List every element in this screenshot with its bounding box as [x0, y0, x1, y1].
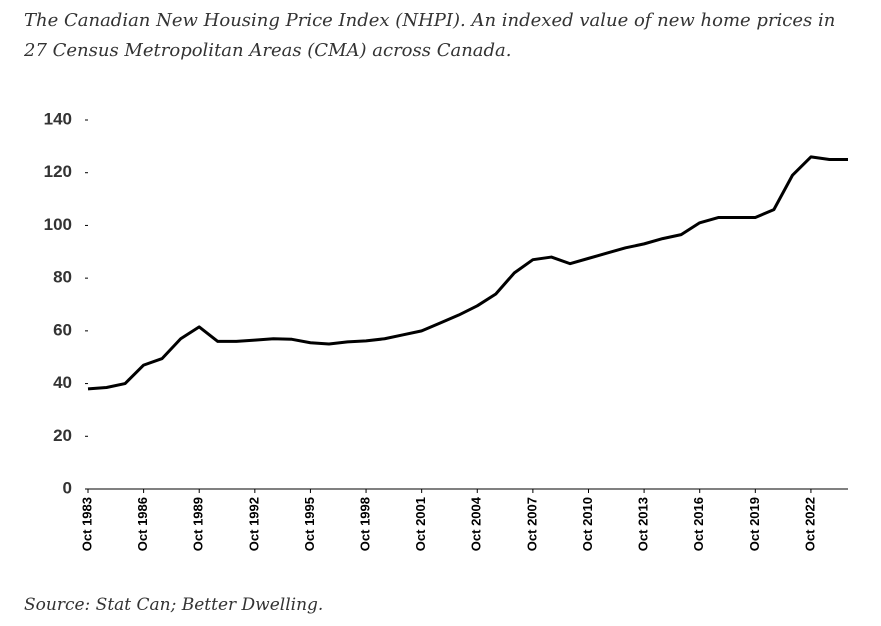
- x-tick-label: Oct 1989: [191, 497, 206, 551]
- x-tick-label: Oct 2001: [413, 497, 428, 551]
- y-tick-label: 40: [53, 373, 72, 392]
- chart-title: The Canadian New Housing Price Index (NH…: [23, 10, 835, 61]
- chart-title-line: 27 Census Metropolitan Areas (CMA) acros…: [23, 40, 512, 61]
- x-tick-label: Oct 2010: [580, 497, 595, 551]
- x-tick-label: Oct 2022: [802, 497, 817, 551]
- x-tick-label: Oct 2019: [747, 497, 762, 551]
- chart-title-line: The Canadian New Housing Price Index (NH…: [24, 10, 835, 31]
- y-tick-label: 120: [44, 162, 72, 181]
- x-tick-label: Oct 1983: [79, 497, 94, 551]
- x-tick-label: Oct 1998: [357, 497, 372, 551]
- x-tick-label: Oct 1986: [135, 497, 150, 551]
- x-tick-label: Oct 2013: [636, 497, 651, 551]
- x-tick-label: Oct 1992: [246, 497, 261, 551]
- y-tick-label: 20: [53, 426, 72, 445]
- x-tick-label: Oct 2016: [691, 497, 706, 551]
- y-tick-label: 60: [53, 320, 72, 339]
- x-tick-label: Oct 2004: [469, 496, 484, 551]
- source: Source: Stat Can; Better Dwelling.: [24, 595, 323, 615]
- y-tick-label: 80: [53, 268, 72, 287]
- y-tick-label: 140: [44, 109, 72, 128]
- y-tick-label: 100: [44, 215, 72, 234]
- y-tick-label: 0: [63, 478, 72, 497]
- data-line: [87, 155, 848, 391]
- x-tick-label: Oct 1995: [302, 497, 317, 551]
- x-tick-label: Oct 2007: [524, 497, 539, 551]
